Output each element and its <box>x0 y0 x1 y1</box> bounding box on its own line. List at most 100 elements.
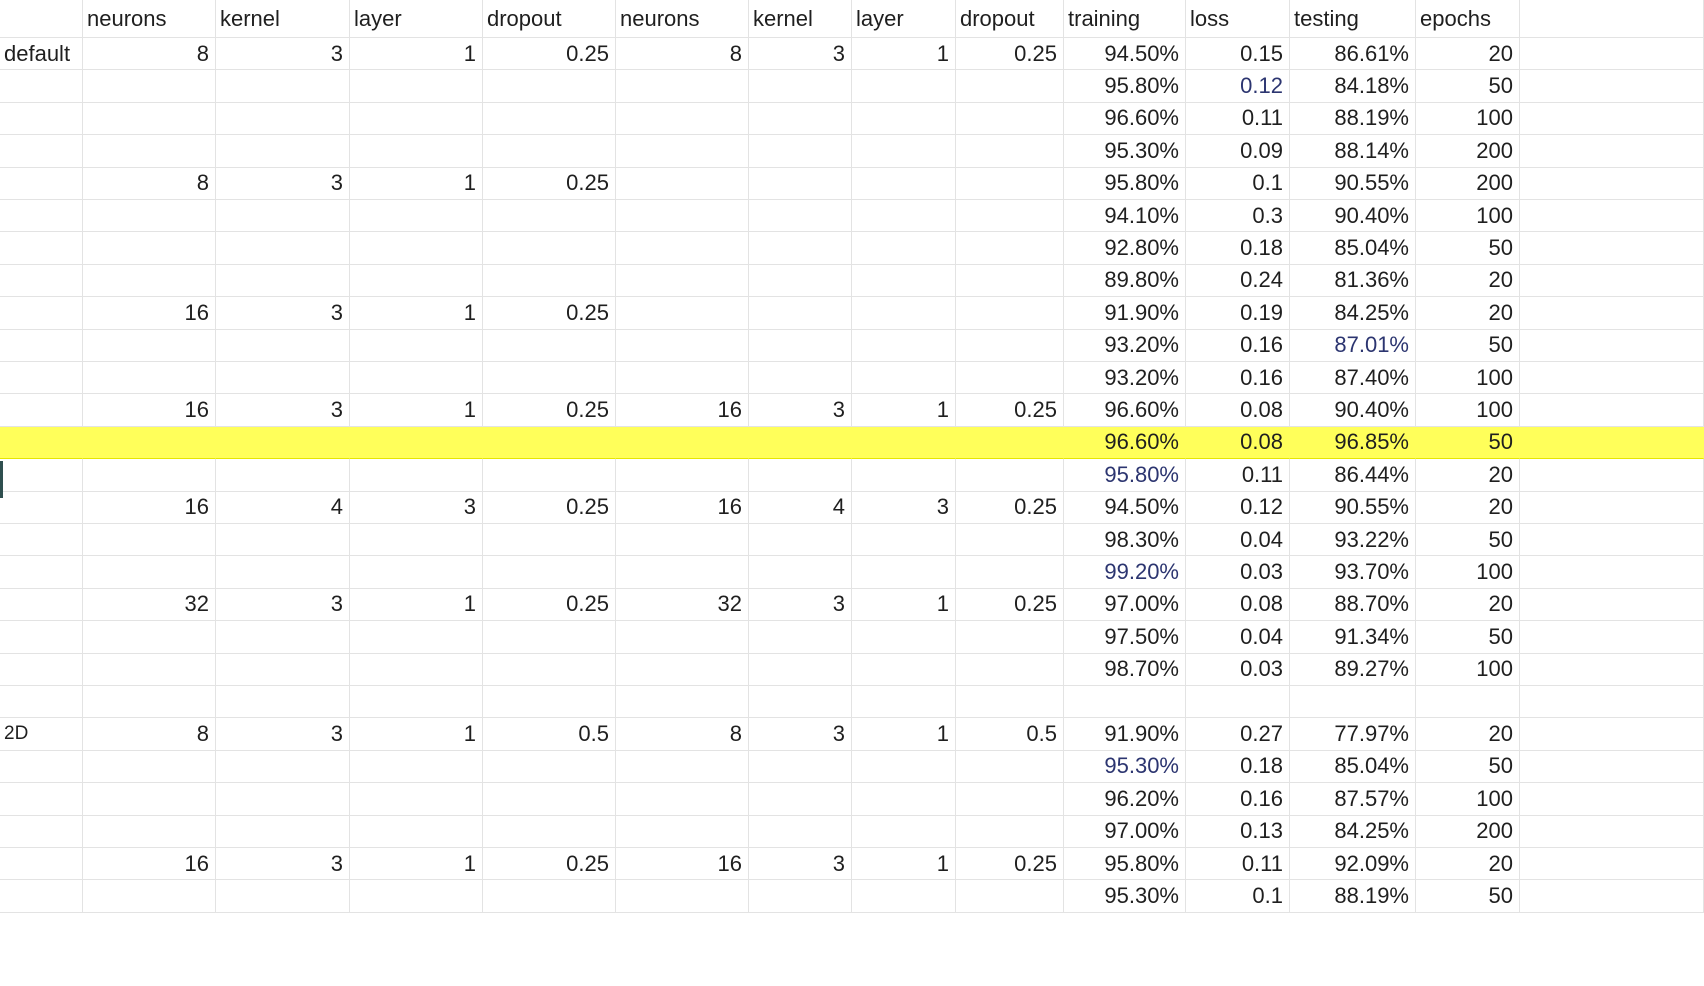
table-cell[interactable] <box>1520 524 1704 557</box>
table-cell[interactable]: 0.16 <box>1186 783 1290 816</box>
table-cell[interactable] <box>216 880 350 913</box>
table-cell[interactable] <box>350 427 483 460</box>
table-cell[interactable]: 1 <box>852 588 956 622</box>
table-cell[interactable]: 0.5 <box>483 718 616 751</box>
table-cell[interactable] <box>350 880 483 913</box>
table-cell[interactable] <box>956 264 1064 298</box>
table-cell[interactable] <box>616 880 749 913</box>
table-cell[interactable] <box>956 200 1064 233</box>
table-cell[interactable] <box>1520 297 1704 330</box>
table-cell[interactable] <box>83 880 216 913</box>
table-cell[interactable] <box>1520 621 1704 654</box>
table-cell[interactable] <box>483 102 616 136</box>
table-cell[interactable]: 98.70% <box>1064 653 1186 686</box>
table-cell[interactable] <box>956 329 1064 362</box>
table-cell[interactable] <box>616 815 749 848</box>
table-cell[interactable]: 50 <box>1416 427 1520 460</box>
table-cell[interactable] <box>616 102 749 136</box>
table-cell[interactable]: 99.20% <box>1064 556 1186 589</box>
table-cell[interactable] <box>83 686 216 719</box>
column-header-kernel[interactable]: kernel <box>216 0 350 38</box>
table-cell[interactable] <box>1416 686 1520 719</box>
table-cell[interactable] <box>749 167 852 200</box>
table-cell[interactable] <box>83 524 216 557</box>
table-cell[interactable] <box>0 880 83 913</box>
table-cell[interactable] <box>749 232 852 265</box>
table-cell[interactable] <box>852 653 956 686</box>
table-cell[interactable]: 16 <box>83 491 216 524</box>
table-cell[interactable]: 3 <box>749 38 852 71</box>
table-cell[interactable]: 0.16 <box>1186 362 1290 395</box>
column-header-testing[interactable]: testing <box>1290 0 1416 38</box>
table-cell[interactable]: 3 <box>749 848 852 881</box>
table-cell[interactable] <box>616 329 749 362</box>
table-cell[interactable] <box>616 167 749 200</box>
table-cell[interactable]: 8 <box>616 38 749 71</box>
table-cell[interactable] <box>216 200 350 233</box>
table-cell[interactable] <box>483 264 616 298</box>
table-cell[interactable] <box>852 297 956 330</box>
table-cell[interactable] <box>852 427 956 460</box>
table-cell[interactable]: 87.40% <box>1290 362 1416 395</box>
table-cell[interactable] <box>749 750 852 784</box>
table-cell[interactable]: 88.14% <box>1290 135 1416 168</box>
table-cell[interactable]: 89.80% <box>1064 264 1186 298</box>
column-header-kernel[interactable]: kernel <box>749 0 852 38</box>
table-cell[interactable] <box>852 815 956 848</box>
table-cell[interactable]: 77.97% <box>1290 718 1416 751</box>
table-cell[interactable] <box>0 556 83 589</box>
table-cell[interactable] <box>852 167 956 200</box>
table-cell[interactable] <box>216 815 350 848</box>
table-cell[interactable] <box>350 524 483 557</box>
table-cell[interactable]: 20 <box>1416 491 1520 524</box>
table-cell[interactable]: 32 <box>83 588 216 622</box>
table-cell[interactable] <box>483 329 616 362</box>
table-cell[interactable] <box>616 621 749 654</box>
table-cell[interactable] <box>483 750 616 784</box>
table-cell[interactable] <box>749 297 852 330</box>
table-cell[interactable] <box>0 621 83 654</box>
table-cell[interactable] <box>0 232 83 265</box>
table-cell[interactable] <box>350 102 483 136</box>
table-cell[interactable]: 81.36% <box>1290 264 1416 298</box>
table-cell[interactable] <box>749 815 852 848</box>
table-cell[interactable]: 90.40% <box>1290 200 1416 233</box>
table-cell[interactable]: 16 <box>83 297 216 330</box>
table-cell[interactable] <box>0 491 83 524</box>
table-cell[interactable] <box>852 556 956 589</box>
table-cell[interactable]: 1 <box>852 848 956 881</box>
table-cell[interactable] <box>1290 686 1416 719</box>
table-cell[interactable] <box>749 102 852 136</box>
table-cell[interactable] <box>956 524 1064 557</box>
table-cell[interactable] <box>0 362 83 395</box>
table-cell[interactable] <box>956 686 1064 719</box>
table-cell[interactable] <box>216 362 350 395</box>
column-header-empty[interactable] <box>1520 0 1704 38</box>
table-cell[interactable]: 0.1 <box>1186 880 1290 913</box>
table-cell[interactable] <box>616 459 749 492</box>
table-cell[interactable] <box>483 524 616 557</box>
table-cell[interactable] <box>216 264 350 298</box>
table-cell[interactable]: 20 <box>1416 459 1520 492</box>
table-cell[interactable] <box>83 70 216 103</box>
table-cell[interactable]: 1 <box>350 394 483 427</box>
table-cell[interactable] <box>83 427 216 460</box>
table-cell[interactable] <box>616 264 749 298</box>
table-cell[interactable]: 0.04 <box>1186 621 1290 654</box>
table-cell[interactable]: 87.01% <box>1290 329 1416 362</box>
table-cell[interactable] <box>956 815 1064 848</box>
table-cell[interactable]: 200 <box>1416 167 1520 200</box>
table-cell[interactable] <box>483 70 616 103</box>
table-cell[interactable] <box>350 621 483 654</box>
table-cell[interactable]: 95.80% <box>1064 70 1186 103</box>
table-cell[interactable]: 96.20% <box>1064 783 1186 816</box>
table-cell[interactable] <box>956 167 1064 200</box>
table-cell[interactable] <box>350 329 483 362</box>
table-cell[interactable] <box>216 232 350 265</box>
table-cell[interactable] <box>0 815 83 848</box>
table-cell[interactable] <box>483 783 616 816</box>
table-cell[interactable] <box>956 102 1064 136</box>
table-cell[interactable]: 1 <box>350 718 483 751</box>
table-cell[interactable] <box>0 167 83 200</box>
table-cell[interactable] <box>0 848 83 881</box>
